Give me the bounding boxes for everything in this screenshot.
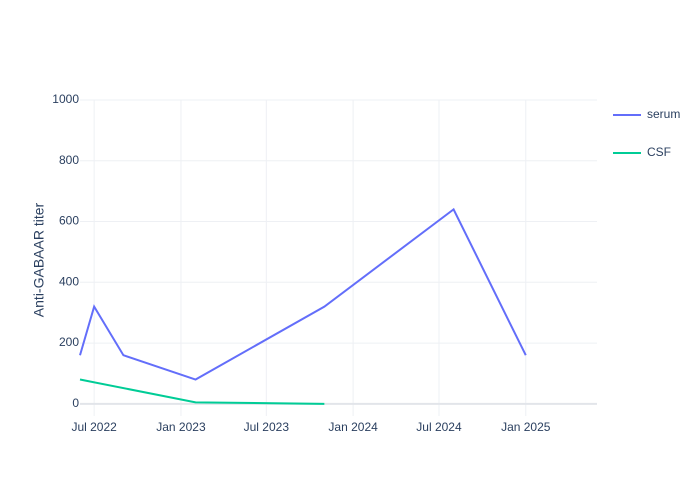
x-tick-label: Jan 2025 bbox=[501, 420, 551, 434]
y-tick-label: 1000 bbox=[52, 92, 79, 106]
y-tick-label: 0 bbox=[72, 396, 79, 410]
legend-label: serum bbox=[647, 107, 680, 121]
series-line bbox=[79, 378, 325, 405]
y-tick-label: 600 bbox=[59, 214, 79, 228]
x-tick-label: Jul 2023 bbox=[244, 420, 290, 434]
x-tick-label: Jul 2024 bbox=[416, 420, 462, 434]
y-axis-title: Anti-GABAAR titer bbox=[31, 202, 47, 317]
series-line bbox=[79, 207, 527, 381]
y-tick-label: 400 bbox=[59, 274, 79, 288]
x-tick-label: Jan 2024 bbox=[328, 420, 378, 434]
x-tick-label: Jul 2022 bbox=[71, 420, 117, 434]
legend-label: CSF bbox=[647, 145, 671, 159]
y-tick-label: 800 bbox=[59, 153, 79, 167]
x-tick-label: Jan 2023 bbox=[156, 420, 206, 434]
y-tick-label: 200 bbox=[59, 335, 79, 349]
